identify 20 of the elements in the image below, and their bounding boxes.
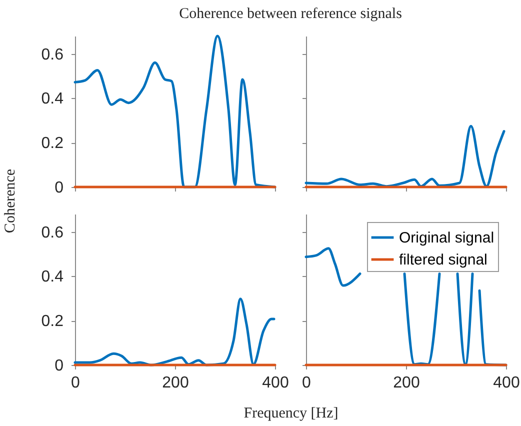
x-tick-label: 0 xyxy=(71,374,80,392)
legend-label: filtered signal xyxy=(399,252,488,268)
y-tick-label: 0.2 xyxy=(41,313,64,330)
y-axis-title: Coherence xyxy=(2,168,18,234)
y-tick-label: 0.2 xyxy=(41,135,64,152)
y-tick-label: 0 xyxy=(54,180,64,196)
y-tick-label: 0 xyxy=(54,358,64,374)
chart-title: Coherence between reference signals xyxy=(179,6,402,22)
x-tick-label: 400 xyxy=(493,374,520,392)
y-tick-label: 0.4 xyxy=(41,268,64,286)
y-tick-label: 0.6 xyxy=(41,224,64,242)
x-tick-label: 200 xyxy=(393,374,420,392)
x-tick-label: 200 xyxy=(162,374,189,392)
y-tick-label: 0.4 xyxy=(41,90,64,108)
legend-label: Original signal xyxy=(399,230,494,246)
x-tick-label: 400 xyxy=(262,374,289,392)
x-tick-label: 0 xyxy=(302,374,312,392)
line-series xyxy=(74,34,276,188)
x-axis-title: Frequency [Hz] xyxy=(244,406,338,422)
y-tick-label: 0.6 xyxy=(41,46,64,64)
